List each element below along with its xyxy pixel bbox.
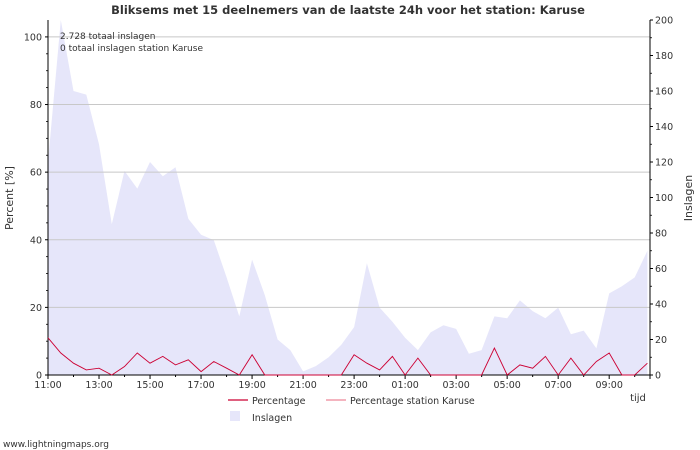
x-axis-label: tijd: [630, 393, 646, 404]
y-axis-right-label: Inslagen: [682, 175, 695, 221]
annotation-total-strikes: 2.728 totaal inslagen: [60, 32, 155, 42]
x-tick-label-6: 23:00: [340, 380, 367, 391]
source-footer: www.lightningmaps.org: [3, 440, 109, 450]
y-right-tick-label-200: 200: [655, 16, 673, 27]
y-left-tick-label-100: 100: [24, 32, 42, 43]
y-axis-left-label: Percent [%]: [3, 166, 16, 230]
legend-label-percentage-station: Percentage station Karuse: [350, 396, 475, 407]
x-tick-label-8: 03:00: [442, 380, 469, 391]
y-right-tick-label-120: 120: [655, 158, 673, 169]
x-tick-label-0: 11:00: [34, 380, 61, 391]
annotation-station-strikes: 0 totaal inslagen station Karuse: [60, 44, 203, 54]
y-left-tick-label-80: 80: [30, 100, 42, 111]
x-tick-label-4: 19:00: [238, 380, 265, 391]
y-right-tick-label-140: 140: [655, 122, 673, 133]
legend-label-percentage: Percentage: [252, 396, 306, 407]
y-right-tick-label-40: 40: [655, 300, 667, 311]
y-right-tick-label-0: 0: [655, 371, 661, 382]
x-tick-label-5: 21:00: [289, 380, 316, 391]
y-right-tick-label-100: 100: [655, 193, 673, 204]
x-tick-label-9: 05:00: [493, 380, 520, 391]
legend-label-inslagen: Inslagen: [252, 413, 292, 424]
y-right-tick-label-80: 80: [655, 229, 667, 240]
legend-swatch-inslagen: [230, 411, 240, 421]
x-tick-label-1: 13:00: [85, 380, 112, 391]
y-left-tick-label-40: 40: [30, 235, 42, 246]
y-right-tick-label-20: 20: [655, 335, 667, 346]
y-right-tick-label-180: 180: [655, 51, 673, 62]
x-tick-label-3: 17:00: [187, 380, 214, 391]
percentage-line: [47, 337, 648, 376]
x-tick-label-11: 09:00: [595, 380, 622, 391]
x-tick-label-10: 07:00: [544, 380, 571, 391]
inslagen-area: [48, 20, 648, 375]
y-right-tick-label-60: 60: [655, 264, 667, 275]
chart-title: Bliksems met 15 deelnemers van de laatst…: [111, 3, 585, 17]
y-left-tick-label-20: 20: [30, 303, 42, 314]
plot-area: 0 20 40 60 80 100 0 20 40 60 80 100 120 140 160 180 200 1…: [24, 16, 673, 392]
y-right-tick-label-160: 160: [655, 87, 673, 98]
x-tick-label-7: 01:00: [391, 380, 418, 391]
y-left-tick-label-0: 0: [36, 371, 42, 382]
legend: Percentage Percentage station Karuse Ins…: [228, 396, 475, 424]
x-tick-label-2: 15:00: [136, 380, 163, 391]
y-left-tick-label-60: 60: [30, 168, 42, 179]
